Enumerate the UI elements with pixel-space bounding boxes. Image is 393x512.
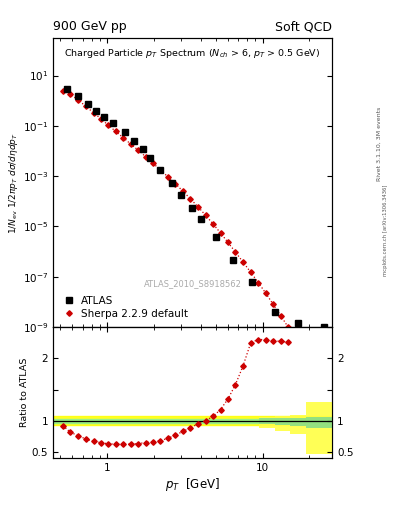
Text: Charged Particle $p_T$ Spectrum ($N_{ch}$ > 6, $p_T$ > 0.5 GeV): Charged Particle $p_T$ Spectrum ($N_{ch}… [64,47,321,60]
Legend: ATLAS, Sherpa 2.2.9 default: ATLAS, Sherpa 2.2.9 default [58,292,191,322]
Sherpa 2.2.9 default [99,116,104,122]
Y-axis label: $1/N_\mathrm{ev}$ $1/2\pi p_T$ $d\sigma/d\eta dp_T$: $1/N_\mathrm{ev}$ $1/2\pi p_T$ $d\sigma/… [7,132,20,233]
Sherpa 2.2.9 default [218,230,223,236]
Sherpa 2.2.9 default [309,359,313,365]
ATLAS [322,324,327,330]
ATLAS [132,138,137,144]
ATLAS [64,86,69,92]
ATLAS [189,205,194,211]
Bar [53,416,332,425]
ATLAS [231,257,236,263]
Sherpa 2.2.9 default [136,147,140,153]
Sherpa 2.2.9 default [114,129,118,135]
ATLAS [101,114,106,120]
Sherpa 2.2.9 default [301,347,305,353]
Sherpa 2.2.9 default [226,240,230,246]
Text: Soft QCD: Soft QCD [275,20,332,33]
Sherpa 2.2.9 default [203,212,208,218]
Sherpa 2.2.9 default [256,280,261,286]
ATLAS [169,180,174,186]
Sherpa 2.2.9 default [106,122,111,129]
Sherpa 2.2.9 default [91,110,96,116]
ATLAS [272,309,277,315]
Sherpa 2.2.9 default [121,135,125,141]
Sherpa 2.2.9 default [75,97,80,103]
Sherpa 2.2.9 default [271,301,275,307]
Sherpa 2.2.9 default [196,204,200,210]
Sherpa 2.2.9 default [233,249,238,255]
Text: ATLAS_2010_S8918562: ATLAS_2010_S8918562 [143,279,242,288]
ATLAS [198,216,203,222]
Sherpa 2.2.9 default [278,313,283,319]
Sherpa 2.2.9 default [241,259,246,265]
ATLAS [213,234,218,240]
Line: Sherpa 2.2.9 default: Sherpa 2.2.9 default [61,89,320,376]
ATLAS [140,146,145,152]
ATLAS [75,93,80,99]
Sherpa 2.2.9 default [286,324,290,330]
ATLAS [94,108,98,114]
Sherpa 2.2.9 default [83,103,88,110]
Sherpa 2.2.9 default [188,196,193,202]
Text: mcplots.cern.ch [arXiv:1306.3436]: mcplots.cern.ch [arXiv:1306.3436] [383,185,387,276]
Sherpa 2.2.9 default [68,91,73,97]
Sherpa 2.2.9 default [248,269,253,275]
Sherpa 2.2.9 default [316,371,321,377]
Sherpa 2.2.9 default [293,335,298,342]
ATLAS [122,130,127,136]
ATLAS [148,155,153,161]
Sherpa 2.2.9 default [143,154,148,160]
ATLAS [111,120,116,126]
Text: 900 GeV pp: 900 GeV pp [53,20,127,33]
ATLAS [179,192,184,198]
Sherpa 2.2.9 default [61,88,65,94]
ATLAS [249,279,254,285]
Sherpa 2.2.9 default [173,181,178,187]
Sherpa 2.2.9 default [181,188,185,195]
Sherpa 2.2.9 default [151,160,155,166]
Sherpa 2.2.9 default [129,141,133,147]
Sherpa 2.2.9 default [211,221,215,227]
ATLAS [296,319,301,326]
ATLAS [158,166,163,173]
Y-axis label: Ratio to ATLAS: Ratio to ATLAS [20,358,29,428]
Bar [53,419,332,422]
X-axis label: $p_T$  [GeV]: $p_T$ [GeV] [165,476,220,493]
Sherpa 2.2.9 default [165,174,170,180]
Text: Rivet 3.1.10, 3M events: Rivet 3.1.10, 3M events [377,106,382,181]
Sherpa 2.2.9 default [158,166,163,173]
Sherpa 2.2.9 default [263,290,268,296]
Line: ATLAS: ATLAS [64,86,327,330]
ATLAS [85,101,90,107]
